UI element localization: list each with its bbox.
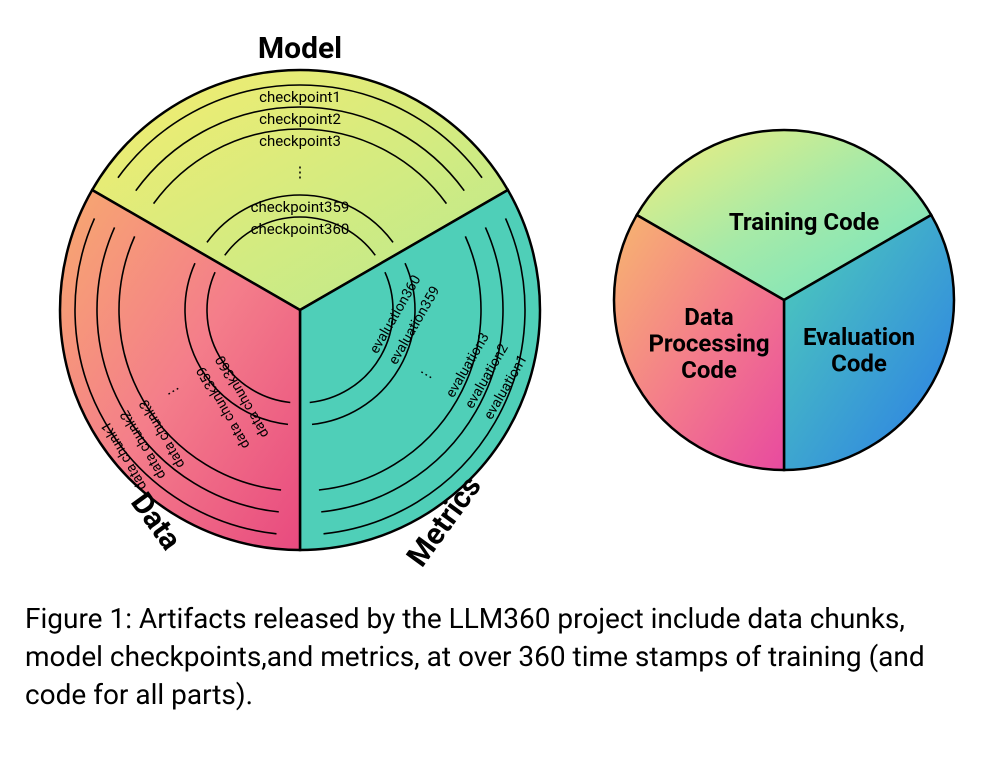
left-pie-chart: ModelMetricsDatacheckpoint1checkpoint2ch… (20, 20, 580, 580)
ring-label-model-3: ⋮ (293, 163, 308, 181)
right-pie-chart: Training CodeEvaluationCodeDataProcessin… (594, 110, 974, 490)
sector-title-model: Model (258, 31, 342, 66)
ring-label-model-5: checkpoint360 (251, 220, 350, 238)
code-sector-label: Training Code (729, 208, 879, 236)
ring-label-model-4: checkpoint359 (251, 198, 350, 216)
figure-caption: Figure 1: Artifacts released by the LLM3… (20, 600, 974, 713)
ring-label-model-0: checkpoint1 (259, 88, 341, 106)
ring-label-model-1: checkpoint2 (259, 110, 341, 128)
diagram-container: ModelMetricsDatacheckpoint1checkpoint2ch… (20, 20, 974, 580)
ring-label-model-2: checkpoint3 (259, 132, 341, 150)
